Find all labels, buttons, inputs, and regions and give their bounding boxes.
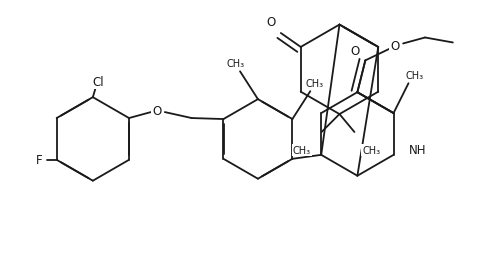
Text: Cl: Cl <box>92 75 104 88</box>
Text: NH: NH <box>409 144 426 157</box>
Text: F: F <box>35 154 42 167</box>
Text: O: O <box>266 15 275 28</box>
Text: O: O <box>351 45 360 58</box>
Text: O: O <box>152 104 162 117</box>
Text: CH₃: CH₃ <box>305 79 324 89</box>
Text: O: O <box>390 40 400 53</box>
Text: CH₃: CH₃ <box>293 145 311 155</box>
Text: CH₃: CH₃ <box>406 71 424 81</box>
Text: CH₃: CH₃ <box>227 59 245 69</box>
Text: CH₃: CH₃ <box>362 145 381 155</box>
